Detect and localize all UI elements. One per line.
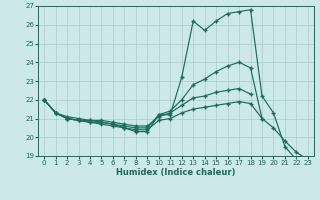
X-axis label: Humidex (Indice chaleur): Humidex (Indice chaleur) — [116, 168, 236, 177]
